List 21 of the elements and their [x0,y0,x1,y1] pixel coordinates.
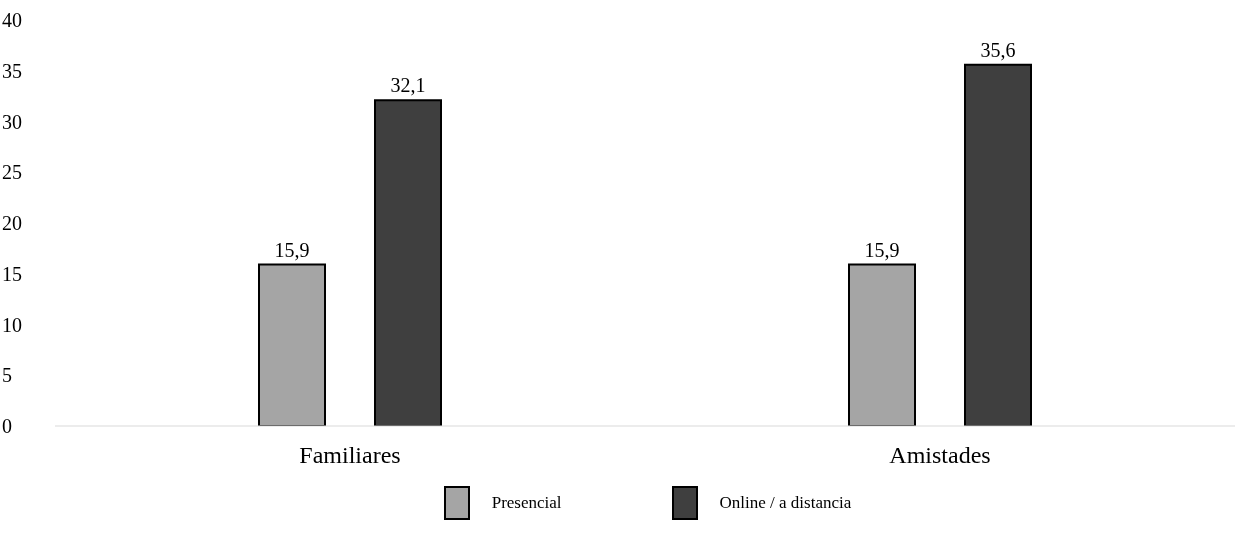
y-tick-label: 25 [2,161,22,184]
y-tick-label: 40 [2,9,22,32]
data-label: 15,9 [864,238,900,261]
x-tick-label: Familiares [299,442,401,469]
x-tick-label: Amistades [889,442,991,469]
data-label: 35,6 [980,38,1016,61]
y-tick-label: 35 [2,59,22,82]
y-tick-label: 15 [2,262,22,285]
y-tick-label: 0 [2,415,12,438]
y-tick-label: 30 [2,110,22,133]
bar [374,99,442,426]
bar [258,263,326,426]
bar [964,63,1032,426]
legend-label: Presencial [491,493,562,513]
legend-label: Online / a distancia [719,493,852,513]
data-label: 15,9 [274,238,310,261]
y-tick-label: 5 [2,364,12,387]
y-tick-label: 10 [2,313,22,336]
bar [848,263,916,426]
data-label: 32,1 [390,74,426,97]
y-tick-label: 20 [2,212,22,235]
